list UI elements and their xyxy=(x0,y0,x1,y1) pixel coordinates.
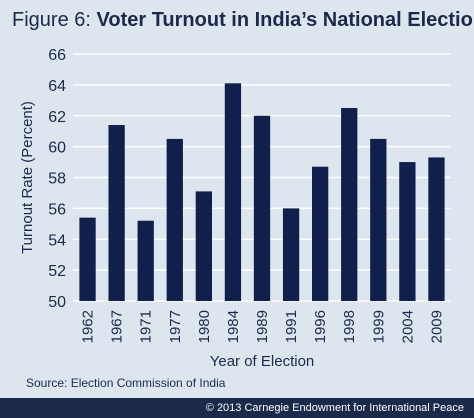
source-note: Source: Election Commission of India xyxy=(26,376,226,390)
bar xyxy=(253,115,271,301)
y-tick-label: 58 xyxy=(48,171,66,188)
chart-title: Figure 6: Voter Turnout in India’s Natio… xyxy=(12,9,474,32)
title-text: Voter Turnout in India’s National Electi… xyxy=(96,9,474,31)
bar xyxy=(341,108,358,301)
bar xyxy=(399,162,416,301)
bar xyxy=(370,138,387,301)
x-tick-label: 1998 xyxy=(341,310,358,343)
x-tick-label: 1977 xyxy=(167,310,184,343)
x-tick-label: 1989 xyxy=(254,310,271,343)
x-tick-label: 1980 xyxy=(196,310,213,343)
x-tick-label: 1967 xyxy=(109,310,126,343)
bar xyxy=(195,191,212,301)
x-axis-label: Year of Election xyxy=(210,353,315,370)
y-tick-label: 64 xyxy=(48,78,66,95)
figure-label: Figure 6: xyxy=(12,9,91,31)
bar xyxy=(224,83,242,301)
x-tick-label: 1999 xyxy=(370,310,387,343)
y-tick-label: 56 xyxy=(48,201,66,218)
y-tick-label: 60 xyxy=(48,140,66,157)
bar xyxy=(428,157,445,301)
y-tick-label: 50 xyxy=(48,294,66,311)
bar xyxy=(137,220,154,301)
y-tick-label: 66 xyxy=(48,47,66,64)
x-tick-label: 1962 xyxy=(80,310,97,343)
copyright-footer: © 2013 Carnegie Endowment for Internatio… xyxy=(0,398,474,418)
x-tick-label: 1991 xyxy=(283,310,300,343)
y-tick-label: 62 xyxy=(48,109,66,126)
y-axis-label: Turnout Rate (Percent) xyxy=(19,101,36,254)
bar xyxy=(282,208,300,301)
x-tick-label: 2009 xyxy=(428,310,445,343)
x-tick-label: 1984 xyxy=(225,310,242,343)
y-tick-label: 52 xyxy=(48,263,66,280)
bar xyxy=(166,138,183,301)
y-tick-label: 54 xyxy=(48,232,66,249)
x-tick-label: 1971 xyxy=(138,310,155,343)
x-tick-label: 1996 xyxy=(312,310,329,343)
bar xyxy=(79,217,96,301)
bar xyxy=(108,125,125,301)
bar xyxy=(312,166,329,301)
x-tick-label: 2004 xyxy=(399,310,416,343)
